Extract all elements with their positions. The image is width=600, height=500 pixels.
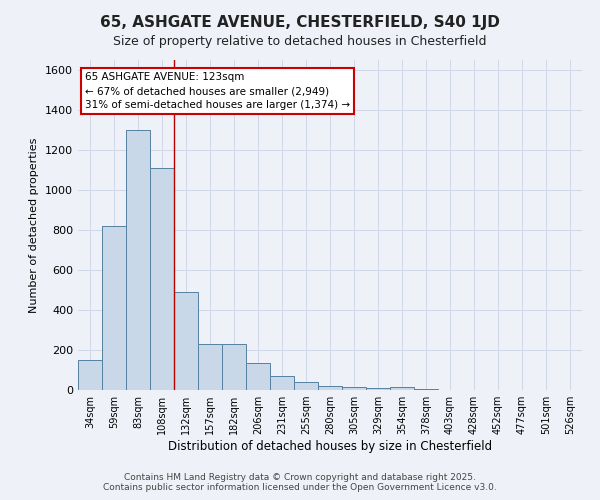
Bar [198, 344, 222, 390]
X-axis label: Distribution of detached houses by size in Chesterfield: Distribution of detached houses by size … [168, 440, 492, 453]
Bar [150, 168, 174, 390]
Text: Contains HM Land Registry data © Crown copyright and database right 2025.
Contai: Contains HM Land Registry data © Crown c… [103, 473, 497, 492]
Y-axis label: Number of detached properties: Number of detached properties [29, 138, 40, 312]
Text: 65 ASHGATE AVENUE: 123sqm
← 67% of detached houses are smaller (2,949)
31% of se: 65 ASHGATE AVENUE: 123sqm ← 67% of detac… [85, 72, 350, 110]
Text: Size of property relative to detached houses in Chesterfield: Size of property relative to detached ho… [113, 35, 487, 48]
Bar [270, 376, 294, 390]
Bar [174, 292, 198, 390]
Bar [222, 344, 246, 390]
Bar [246, 363, 270, 390]
Bar [318, 386, 342, 390]
Bar [390, 388, 414, 390]
Text: 65, ASHGATE AVENUE, CHESTERFIELD, S40 1JD: 65, ASHGATE AVENUE, CHESTERFIELD, S40 1J… [100, 15, 500, 30]
Bar [126, 130, 150, 390]
Bar [294, 382, 318, 390]
Bar [342, 388, 366, 390]
Bar [102, 226, 126, 390]
Bar [414, 389, 438, 390]
Bar [366, 388, 390, 390]
Bar [78, 360, 102, 390]
